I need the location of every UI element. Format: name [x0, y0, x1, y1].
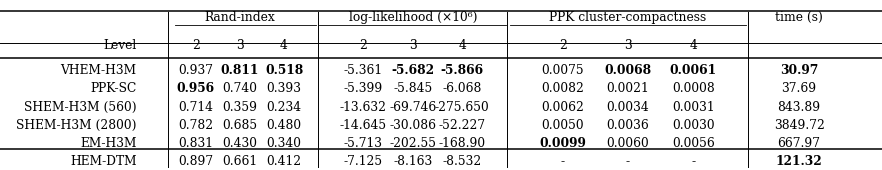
Text: 4: 4	[690, 39, 697, 52]
Text: 121.32: 121.32	[775, 155, 823, 168]
Text: 0.0036: 0.0036	[607, 119, 649, 132]
Text: 0.0062: 0.0062	[542, 100, 584, 114]
Text: 0.0021: 0.0021	[607, 82, 649, 95]
Text: Level: Level	[103, 39, 137, 52]
Text: 0.661: 0.661	[222, 155, 258, 168]
Text: 4: 4	[280, 39, 288, 52]
Text: 2: 2	[192, 39, 199, 52]
Text: 0.0060: 0.0060	[607, 137, 649, 150]
Text: SHEM-H3M (560): SHEM-H3M (560)	[24, 100, 137, 114]
Text: EM-H3M: EM-H3M	[80, 137, 137, 150]
Text: log-likelihood (×10⁶): log-likelihood (×10⁶)	[348, 11, 477, 24]
Text: -5.713: -5.713	[344, 137, 383, 150]
Text: 0.393: 0.393	[266, 82, 302, 95]
Text: Rand-index: Rand-index	[205, 11, 275, 24]
Text: -6.068: -6.068	[443, 82, 482, 95]
Text: 3: 3	[236, 39, 243, 52]
Text: -7.125: -7.125	[344, 155, 383, 168]
Text: -69.746: -69.746	[389, 100, 437, 114]
Text: 0.412: 0.412	[266, 155, 302, 168]
Text: 843.89: 843.89	[778, 100, 820, 114]
Text: 0.0099: 0.0099	[539, 137, 587, 150]
Text: 0.0050: 0.0050	[542, 119, 584, 132]
Text: 0.831: 0.831	[178, 137, 213, 150]
Text: -13.632: -13.632	[340, 100, 387, 114]
Text: 0.897: 0.897	[178, 155, 213, 168]
Text: 0.0056: 0.0056	[672, 137, 714, 150]
Text: 0.740: 0.740	[222, 82, 258, 95]
Text: -202.55: -202.55	[389, 137, 437, 150]
Text: SHEM-H3M (2800): SHEM-H3M (2800)	[16, 119, 137, 132]
Text: 3849.72: 3849.72	[774, 119, 825, 132]
Text: -: -	[626, 155, 630, 168]
Text: -275.650: -275.650	[435, 100, 490, 114]
Text: VHEM-H3M: VHEM-H3M	[61, 64, 137, 77]
Text: -8.163: -8.163	[393, 155, 432, 168]
Text: 37.69: 37.69	[781, 82, 817, 95]
Text: PPK cluster-compactness: PPK cluster-compactness	[549, 11, 706, 24]
Text: -5.682: -5.682	[392, 64, 434, 77]
Text: 0.0034: 0.0034	[607, 100, 649, 114]
Text: 0.0068: 0.0068	[604, 64, 652, 77]
Text: -168.90: -168.90	[438, 137, 486, 150]
Text: HEM-DTM: HEM-DTM	[70, 155, 137, 168]
Text: PPK-SC: PPK-SC	[91, 82, 137, 95]
Text: 0.956: 0.956	[176, 82, 215, 95]
Text: 0.782: 0.782	[178, 119, 213, 132]
Text: -8.532: -8.532	[443, 155, 482, 168]
Text: 0.811: 0.811	[220, 64, 259, 77]
Text: 0.340: 0.340	[266, 137, 302, 150]
Text: -30.086: -30.086	[389, 119, 437, 132]
Text: 4: 4	[459, 39, 466, 52]
Text: 0.0031: 0.0031	[672, 100, 714, 114]
Text: 0.0061: 0.0061	[669, 64, 717, 77]
Text: -14.645: -14.645	[340, 119, 387, 132]
Text: 2: 2	[559, 39, 566, 52]
Text: -5.845: -5.845	[393, 82, 432, 95]
Text: time (s): time (s)	[775, 11, 823, 24]
Text: 3: 3	[624, 39, 632, 52]
Text: 0.0075: 0.0075	[542, 64, 584, 77]
Text: -5.866: -5.866	[441, 64, 483, 77]
Text: 0.359: 0.359	[222, 100, 258, 114]
Text: -52.227: -52.227	[438, 119, 486, 132]
Text: -: -	[691, 155, 695, 168]
Text: 3: 3	[409, 39, 416, 52]
Text: 0.234: 0.234	[266, 100, 302, 114]
Text: -5.361: -5.361	[344, 64, 383, 77]
Text: 0.0082: 0.0082	[542, 82, 584, 95]
Text: 667.97: 667.97	[778, 137, 820, 150]
Text: 0.480: 0.480	[266, 119, 302, 132]
Text: 0.714: 0.714	[178, 100, 213, 114]
Text: 0.430: 0.430	[222, 137, 258, 150]
Text: 30.97: 30.97	[780, 64, 818, 77]
Text: 0.0030: 0.0030	[672, 119, 714, 132]
Text: -5.399: -5.399	[344, 82, 383, 95]
Text: -: -	[561, 155, 564, 168]
Text: 0.937: 0.937	[178, 64, 213, 77]
Text: 0.0008: 0.0008	[672, 82, 714, 95]
Text: 0.685: 0.685	[222, 119, 258, 132]
Text: 0.518: 0.518	[265, 64, 303, 77]
Text: 2: 2	[360, 39, 367, 52]
